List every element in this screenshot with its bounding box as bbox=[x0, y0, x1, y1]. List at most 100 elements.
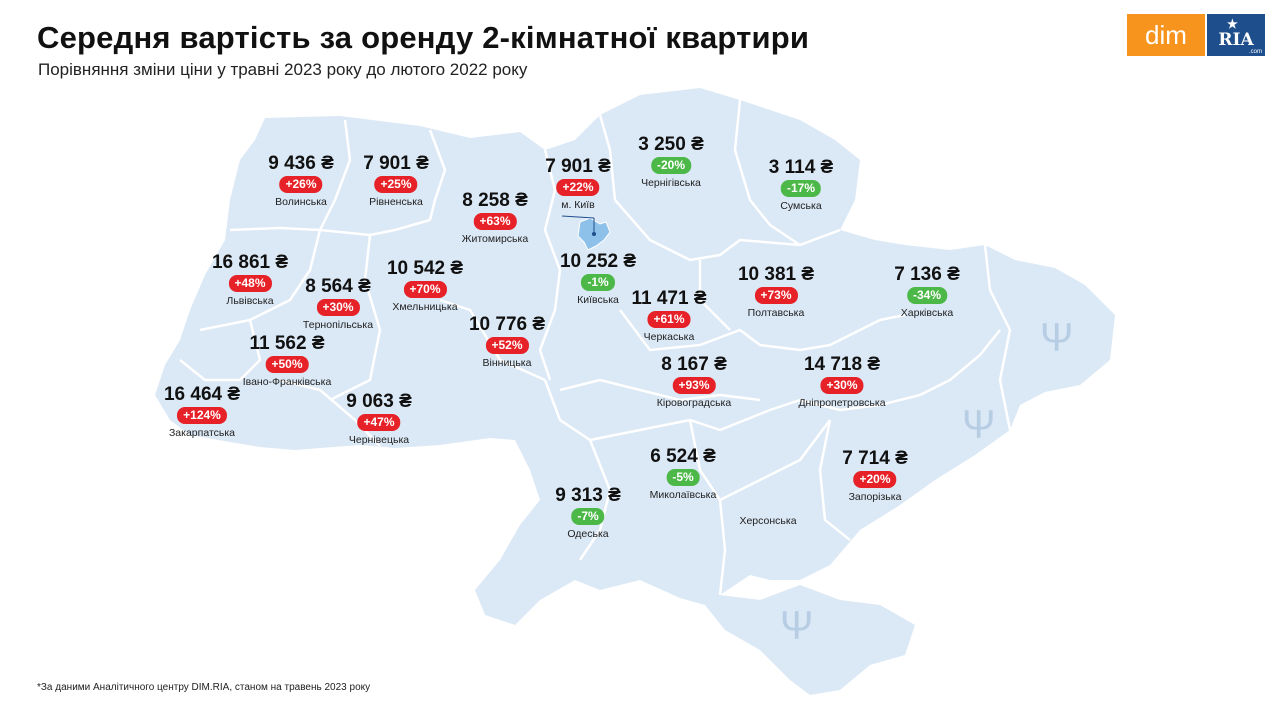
region-change-badge: +26% bbox=[279, 176, 323, 193]
region-lvivska: 16 861 ₴ +48% Львівська bbox=[212, 252, 288, 307]
region-change-badge: +30% bbox=[316, 299, 360, 316]
region-price: 14 718 ₴ bbox=[803, 354, 881, 375]
region-change-badge: +73% bbox=[754, 287, 798, 304]
region-price: 16 861 ₴ bbox=[211, 252, 289, 273]
region-name: Херсонська bbox=[739, 515, 797, 527]
region-name: Запорізька bbox=[848, 491, 902, 503]
region-dnipropetrovska: 14 718 ₴ +30% Дніпропетровська bbox=[798, 354, 885, 409]
region-sumska: 3 114 ₴ -17% Сумська bbox=[769, 157, 833, 212]
region-price: 8 258 ₴ bbox=[462, 190, 528, 211]
region-price: 3 250 ₴ bbox=[638, 134, 704, 155]
region-price: 8 167 ₴ bbox=[661, 354, 727, 375]
region-chernivetska: 9 063 ₴ +47% Чернівецька bbox=[346, 391, 412, 446]
region-chernihivska: 3 250 ₴ -20% Чернігівська bbox=[638, 134, 704, 189]
region-name: Чернівецька bbox=[348, 434, 410, 446]
star-icon: ★ bbox=[1227, 17, 1238, 31]
region-poltavska: 10 381 ₴ +73% Полтавська bbox=[738, 264, 814, 319]
region-kharkivska: 7 136 ₴ -34% Харківська bbox=[894, 264, 960, 319]
region-change-badge: -7% bbox=[571, 508, 605, 525]
region-name: Чернігівська bbox=[641, 177, 701, 189]
region-change-badge: +93% bbox=[672, 377, 716, 394]
trident-icon: Ψ bbox=[962, 403, 996, 447]
region-price: 10 252 ₴ bbox=[559, 251, 637, 272]
region-price: 16 464 ₴ bbox=[163, 384, 241, 405]
region-price: 10 542 ₴ bbox=[386, 258, 464, 279]
region-volynska: 9 436 ₴ +26% Волинська bbox=[268, 153, 334, 208]
region-change-badge: +50% bbox=[265, 356, 309, 373]
region-kyiv-city: 7 901 ₴ +22% м. Київ bbox=[545, 156, 611, 211]
region-price: 9 313 ₴ bbox=[555, 485, 621, 506]
region-price: 7 714 ₴ bbox=[842, 448, 908, 469]
page-title: Середня вартість за оренду 2-кімнатної к… bbox=[37, 20, 810, 55]
region-ternopilska: 8 564 ₴ +30% Тернопільська bbox=[303, 276, 373, 331]
region-price: 10 776 ₴ bbox=[468, 314, 546, 335]
region-change-badge: +63% bbox=[473, 213, 517, 230]
region-kyivska: 10 252 ₴ -1% Київська bbox=[560, 251, 636, 306]
region-change-badge: +48% bbox=[228, 275, 272, 292]
region-change-badge: +52% bbox=[485, 337, 529, 354]
region-khmelnytska: 10 542 ₴ +70% Хмельницька bbox=[387, 258, 463, 313]
region-change-badge: +30% bbox=[820, 377, 864, 394]
source-footnote: *За даними Аналітичного центру DIM.RIA, … bbox=[37, 682, 371, 693]
region-change-badge: -5% bbox=[666, 469, 700, 486]
region-name: Волинська bbox=[275, 196, 327, 208]
region-name: Тернопільська bbox=[302, 319, 374, 331]
ukraine-outline bbox=[155, 88, 1115, 695]
region-name: Кіровоградська bbox=[656, 397, 732, 409]
kyiv-city-leader bbox=[561, 215, 595, 219]
region-vinnytska: 10 776 ₴ +52% Вінницька bbox=[469, 314, 545, 369]
region-name: Одеська bbox=[567, 528, 609, 540]
region-name: Сумська bbox=[780, 200, 822, 212]
region-price: 7 901 ₴ bbox=[545, 156, 611, 177]
region-change-badge: +61% bbox=[647, 311, 691, 328]
region-change-badge: +47% bbox=[357, 414, 401, 431]
logo-ria-suffix: .com bbox=[1248, 49, 1262, 55]
region-name: Івано-Франківська bbox=[242, 376, 332, 388]
region-name: Рівненська bbox=[369, 196, 423, 208]
trident-icon: Ψ bbox=[1040, 316, 1074, 360]
region-name: Вінницька bbox=[482, 357, 532, 369]
dim-ria-logo: dim ★ RIA .com bbox=[1127, 14, 1265, 56]
region-price: 3 114 ₴ bbox=[768, 157, 834, 178]
region-price: 11 562 ₴ bbox=[249, 333, 325, 354]
region-change-badge: -20% bbox=[650, 157, 691, 174]
region-price: 7 901 ₴ bbox=[363, 153, 429, 174]
region-price: 6 524 ₴ bbox=[650, 446, 716, 467]
region-zaporizka: 7 714 ₴ +20% Запорізька bbox=[842, 448, 908, 503]
region-name: м. Київ bbox=[561, 199, 595, 211]
region-zakarpatska: 16 464 ₴ +124% Закарпатська bbox=[164, 384, 240, 439]
region-name: Житомирська bbox=[461, 233, 529, 245]
region-price: 8 564 ₴ bbox=[305, 276, 371, 297]
region-kirovohradska: 8 167 ₴ +93% Кіровоградська bbox=[657, 354, 731, 409]
region-price: 10 381 ₴ bbox=[737, 264, 815, 285]
region-change-badge: +25% bbox=[374, 176, 418, 193]
region-change-badge: +124% bbox=[177, 407, 227, 424]
region-change-badge: +22% bbox=[556, 179, 600, 196]
region-change-badge: -17% bbox=[780, 180, 822, 197]
region-name: Миколаївська bbox=[649, 489, 717, 501]
region-name: Київська bbox=[577, 294, 619, 306]
region-price: 9 436 ₴ bbox=[268, 153, 334, 174]
region-price: 7 136 ₴ bbox=[894, 264, 960, 285]
region-name: Львівська bbox=[226, 295, 274, 307]
logo-ria: ★ RIA .com bbox=[1207, 14, 1265, 56]
region-price: 11 471 ₴ bbox=[631, 288, 707, 309]
region-name: Полтавська bbox=[747, 307, 805, 319]
region-name: Хмельницька bbox=[392, 301, 458, 313]
region-zhytomyrska: 8 258 ₴ +63% Житомирська bbox=[462, 190, 528, 245]
region-change-badge: -34% bbox=[906, 287, 947, 304]
region-khersonska: Херсонська bbox=[739, 512, 796, 527]
region-price: 9 063 ₴ bbox=[346, 391, 412, 412]
page-subtitle: Порівняння зміни ціни у травні 2023 року… bbox=[38, 60, 528, 79]
region-change-badge: -1% bbox=[581, 274, 615, 291]
region-borders bbox=[179, 99, 1012, 596]
region-change-badge: +70% bbox=[403, 281, 447, 298]
region-rivnenska: 7 901 ₴ +25% Рівненська bbox=[363, 153, 429, 208]
logo-ria-text: RIA bbox=[1218, 30, 1254, 50]
logo-dim: dim bbox=[1127, 14, 1205, 56]
region-name: Дніпропетровська bbox=[798, 397, 886, 409]
region-cherkaska: 11 471 ₴ +61% Черкаська bbox=[631, 288, 706, 343]
region-name: Харківська bbox=[900, 307, 954, 319]
region-name: Черкаська bbox=[643, 331, 695, 343]
